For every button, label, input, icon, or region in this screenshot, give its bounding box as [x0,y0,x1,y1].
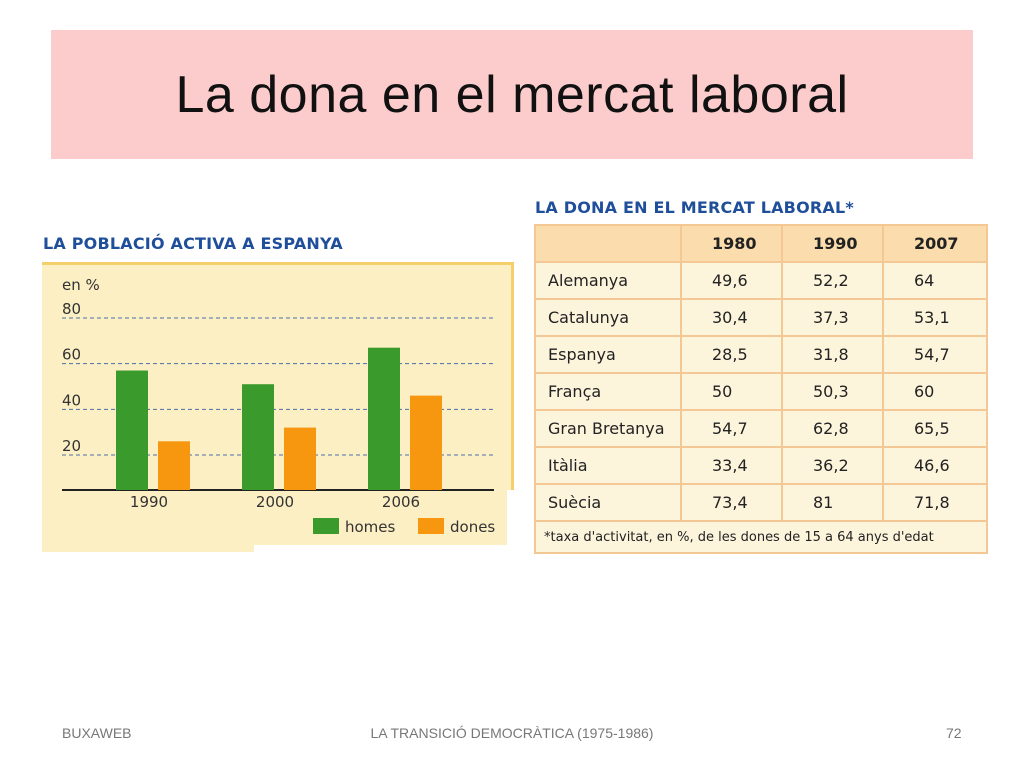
table-body: Alemanya 49,6 52,2 64 Catalunya 30,4 37,3 53,1 E… [534,261,988,554]
x-tick-1990: 1990 [130,493,168,511]
table-row: Gran Bretanya 54,7 62,8 65,5 [534,409,988,448]
value-cell: 33,4 [680,446,783,485]
chart-top-border [42,262,514,265]
country-cell: Suècia [534,483,682,522]
data-table-container: 1980 1990 2007 Alemanya 49,6 52,2 64 Catalunya… [534,224,988,554]
y-tick-20: 20 [62,437,81,455]
value-cell: 46,6 [882,446,988,485]
y-axis-label: en % [62,276,100,294]
slide-title: La dona en el mercat laboral [175,65,849,124]
value-cell: 50,3 [781,372,884,411]
value-cell: 31,8 [781,335,884,374]
legend-swatch-homes [313,518,339,534]
y-tick-40: 40 [62,391,81,409]
table-header-corner [534,224,682,263]
x-tick-2000: 2000 [256,493,294,511]
value-cell: 62,8 [781,409,884,448]
bar-chart-svg: en % 20 40 60 80 1990 2000 2006 homes dones [42,262,514,552]
value-cell: 71,8 [882,483,988,522]
footer-left: BUXAWEB [62,725,132,741]
value-cell: 81 [781,483,884,522]
table-row: França 50 50,3 60 [534,372,988,411]
x-tick-2006: 2006 [382,493,420,511]
table-row: Catalunya 30,4 37,3 53,1 [534,298,988,337]
table-header-1980: 1980 [680,224,783,263]
table-row: Itàlia 33,4 36,2 46,6 [534,446,988,485]
table-header-row: 1980 1990 2007 [534,224,988,263]
value-cell: 54,7 [882,335,988,374]
value-cell: 50 [680,372,783,411]
value-cell: 30,4 [680,298,783,337]
country-cell: Catalunya [534,298,682,337]
bar-chart: en % 20 40 60 80 1990 2000 2006 homes dones [42,262,514,552]
value-cell: 52,2 [781,261,884,300]
legend-label-homes: homes [345,518,396,536]
y-tick-60: 60 [62,346,81,364]
table-row: Suècia 73,4 81 71,8 [534,483,988,522]
table-row: Espanya 28,5 31,8 54,7 [534,335,988,374]
country-cell: França [534,372,682,411]
legend-label-dones: dones [450,518,495,536]
data-table: 1980 1990 2007 Alemanya 49,6 52,2 64 Catalunya… [534,224,988,554]
chart-cutout [254,545,514,552]
table-title: LA DONA EN EL MERCAT LABORAL* [535,198,854,217]
legend-swatch-dones [418,518,444,534]
table-header-1990: 1990 [781,224,884,263]
bar-dones-1990 [158,441,190,490]
value-cell: 53,1 [882,298,988,337]
value-cell: 60 [882,372,988,411]
y-tick-80: 80 [62,300,81,318]
bar-dones-2006 [410,395,442,490]
table-header-2007: 2007 [882,224,988,263]
value-cell: 73,4 [680,483,783,522]
country-cell: Alemanya [534,261,682,300]
bar-dones-2000 [284,427,316,490]
value-cell: 36,2 [781,446,884,485]
table-row: Alemanya 49,6 52,2 64 [534,261,988,300]
bar-homes-2000 [242,384,274,490]
chart-title: LA POBLACIÓ ACTIVA A ESPANYA [43,234,343,253]
bar-homes-1990 [116,370,148,490]
value-cell: 28,5 [680,335,783,374]
country-cell: Itàlia [534,446,682,485]
country-cell: Gran Bretanya [534,409,682,448]
value-cell: 49,6 [680,261,783,300]
value-cell: 37,3 [781,298,884,337]
chart-cutout-right [507,490,514,552]
page-number: 72 [946,725,962,741]
footnote-row: *taxa d'activitat, en %, de les dones de… [534,520,988,554]
table-footnote: *taxa d'activitat, en %, de les dones de… [534,520,988,554]
value-cell: 54,7 [680,409,783,448]
footer-center: LA TRANSICIÓ DEMOCRÀTICA (1975-1986) [370,725,654,741]
value-cell: 65,5 [882,409,988,448]
value-cell: 64 [882,261,988,300]
title-band: La dona en el mercat laboral [51,30,973,159]
bar-homes-2006 [368,347,400,490]
country-cell: Espanya [534,335,682,374]
chart-right-border [511,262,514,490]
